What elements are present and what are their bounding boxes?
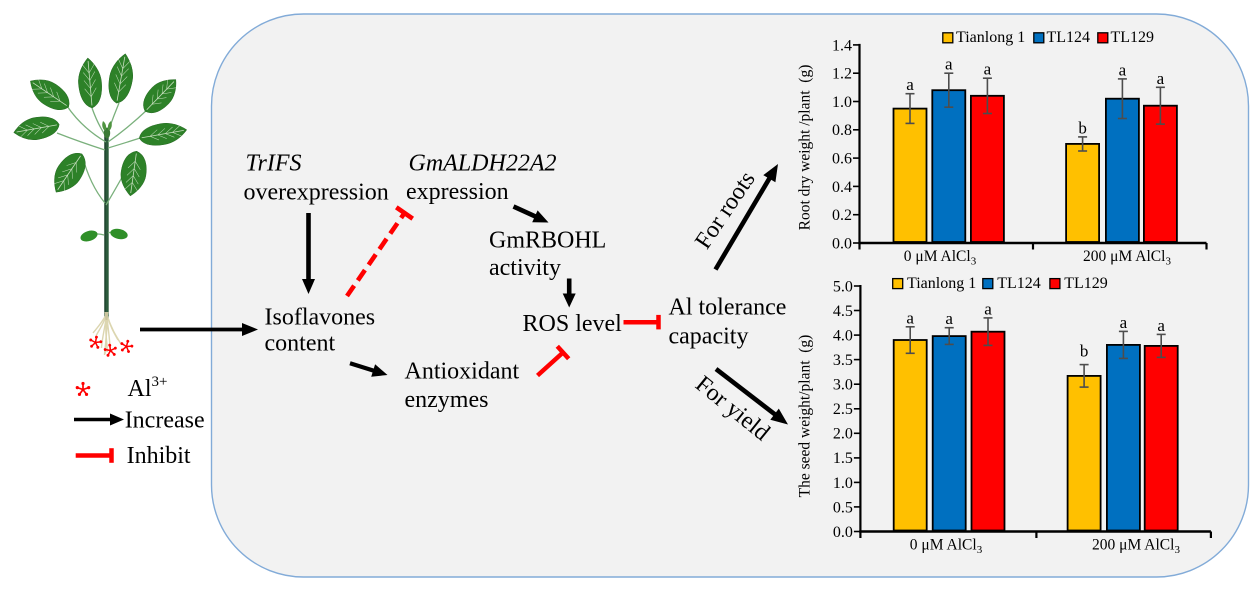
svg-text:3.5: 3.5 xyxy=(833,352,853,369)
svg-text:TrIFS: TrIFS xyxy=(246,151,302,177)
svg-text:a: a xyxy=(1119,60,1127,79)
svg-text:ROS level: ROS level xyxy=(523,311,623,337)
svg-text:Al tolerance: Al tolerance xyxy=(669,295,787,321)
svg-text:0.0: 0.0 xyxy=(832,235,852,252)
svg-text:0.6: 0.6 xyxy=(832,151,852,168)
svg-text:TL129: TL129 xyxy=(1111,29,1155,46)
svg-text:0.5: 0.5 xyxy=(833,499,853,516)
svg-text:2.5: 2.5 xyxy=(833,401,853,418)
svg-text:a: a xyxy=(1157,316,1165,335)
svg-text:1.2: 1.2 xyxy=(832,66,852,83)
svg-text:Antioxidant: Antioxidant xyxy=(405,359,520,385)
svg-text:a: a xyxy=(945,55,953,74)
svg-text:Tianlong 1: Tianlong 1 xyxy=(907,275,976,292)
svg-text:TL124: TL124 xyxy=(1047,29,1091,46)
svg-text:Isoflavones: Isoflavones xyxy=(265,305,376,331)
svg-text:a: a xyxy=(906,75,914,94)
svg-text:b: b xyxy=(1080,342,1089,361)
svg-text:The seed weight/plant (g): The seed weight/plant (g) xyxy=(797,335,814,498)
svg-text:0 μM AlCl3: 0 μM AlCl3 xyxy=(910,537,983,557)
svg-text:200 μM AlCl3: 200 μM AlCl3 xyxy=(1083,248,1171,268)
svg-text:0.4: 0.4 xyxy=(832,179,852,196)
svg-text:1.5: 1.5 xyxy=(833,450,853,467)
svg-text:0.2: 0.2 xyxy=(832,207,852,224)
svg-text:200 μM AlCl3: 200 μM AlCl3 xyxy=(1092,537,1180,557)
svg-text:3.0: 3.0 xyxy=(833,377,853,394)
svg-text:a: a xyxy=(1157,69,1165,88)
svg-text:overexpression: overexpression xyxy=(244,180,389,206)
svg-text:GmALDH22A2: GmALDH22A2 xyxy=(409,151,557,177)
svg-text:1.4: 1.4 xyxy=(832,37,852,54)
svg-text:TL124: TL124 xyxy=(997,275,1041,292)
svg-text:1.0: 1.0 xyxy=(833,475,853,492)
svg-text:1.0: 1.0 xyxy=(832,94,852,111)
svg-text:Tianlong 1: Tianlong 1 xyxy=(956,29,1025,46)
svg-text:0.8: 0.8 xyxy=(832,122,852,139)
svg-text:a: a xyxy=(984,60,992,79)
svg-text:expression: expression xyxy=(406,179,509,205)
svg-text:0.0: 0.0 xyxy=(833,524,853,541)
svg-text:GmRBOHL: GmRBOHL xyxy=(489,228,606,254)
svg-text:a: a xyxy=(906,308,914,327)
svg-text:b: b xyxy=(1078,118,1087,137)
svg-text:a: a xyxy=(1120,313,1128,332)
svg-text:Inhibit: Inhibit xyxy=(127,443,191,469)
svg-text:4.0: 4.0 xyxy=(833,328,853,345)
svg-text:activity: activity xyxy=(489,255,561,281)
svg-text:a: a xyxy=(945,309,953,328)
svg-text:a: a xyxy=(984,299,992,318)
svg-text:4.5: 4.5 xyxy=(833,303,853,320)
svg-text:5.0: 5.0 xyxy=(833,278,853,295)
svg-text:TL129: TL129 xyxy=(1064,275,1108,292)
svg-text:content: content xyxy=(265,331,336,357)
svg-text:Increase: Increase xyxy=(125,408,205,434)
svg-text:capacity: capacity xyxy=(669,324,749,350)
svg-text:0 μM AlCl3: 0 μM AlCl3 xyxy=(904,248,977,268)
svg-text:2.0: 2.0 xyxy=(833,426,853,443)
svg-text:enzymes: enzymes xyxy=(405,387,489,413)
svg-text:Root dry weight /plant (g): Root dry weight /plant (g) xyxy=(797,65,814,231)
